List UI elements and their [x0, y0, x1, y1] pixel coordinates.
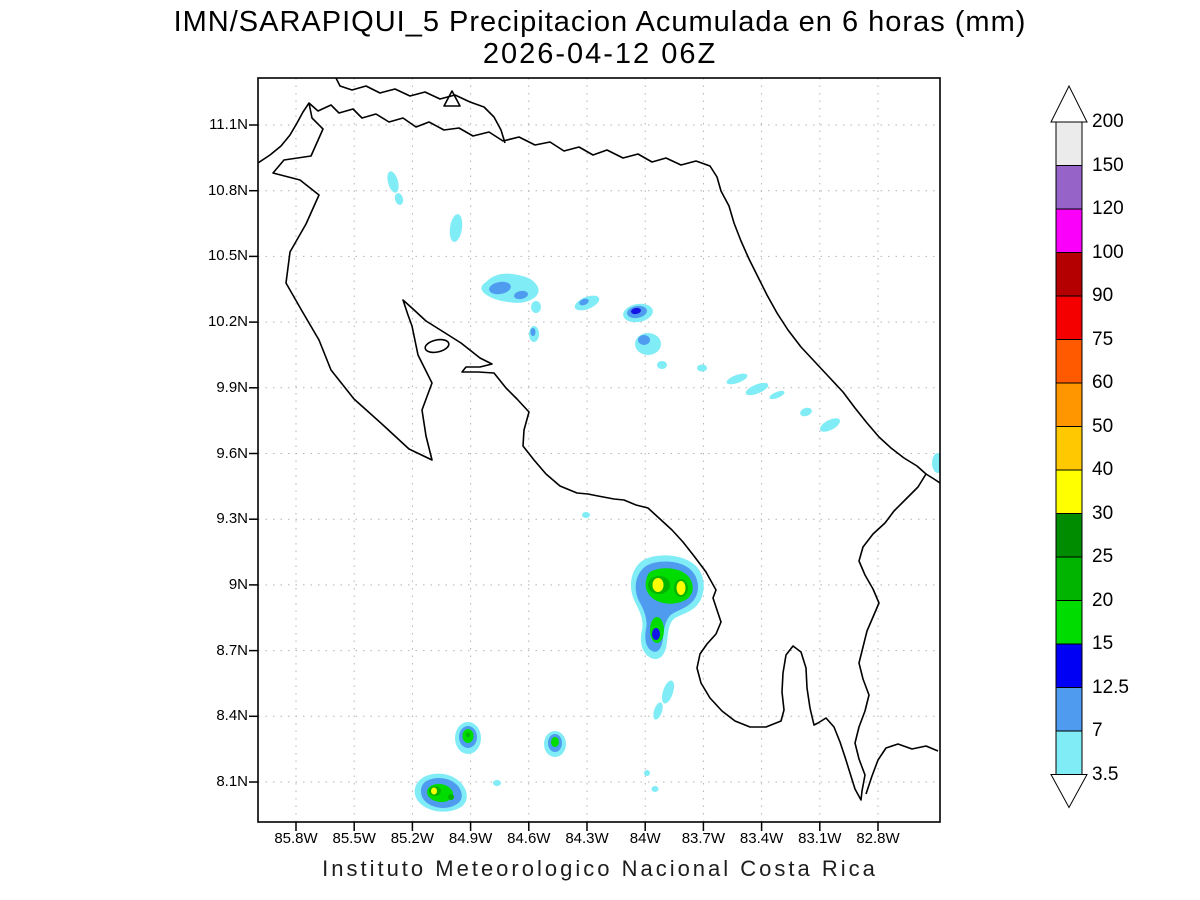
precip-contour — [697, 364, 707, 372]
lake-nicaragua-shore — [335, 78, 506, 144]
panama-coastline-caribbean — [925, 473, 940, 484]
precip-contour — [652, 628, 660, 640]
lon-tick-label: 85.5W — [332, 830, 376, 847]
lon-tick-label: 83.4W — [739, 830, 784, 847]
panama-coastline-pacific — [865, 743, 939, 795]
lon-tick-label: 83.7W — [681, 830, 726, 847]
precip-contour — [493, 780, 501, 786]
lat-tick-label: 11.1N — [209, 116, 248, 133]
costa-rica-coastline — [272, 102, 927, 801]
precip-contour — [745, 382, 769, 396]
colorbar-segment — [1055, 643, 1083, 688]
colorbar-segment — [1055, 252, 1083, 297]
colorbar-level-label: 60 — [1092, 372, 1114, 393]
lat-tick-label: 8.7N — [216, 641, 248, 659]
precip-contour — [579, 298, 589, 306]
colorbar — [1050, 84, 1088, 809]
precip-contour — [530, 328, 536, 336]
precip-contour — [652, 578, 664, 592]
colorbar-level-label: 150 — [1092, 154, 1124, 176]
colorbar-level-label: 30 — [1092, 502, 1114, 524]
precip-contour — [651, 786, 659, 792]
colorbar-level-label: 100 — [1092, 241, 1124, 263]
precip-contour — [769, 390, 785, 400]
precip-contour — [531, 301, 541, 313]
lat-tick-label: 8.4N — [216, 707, 248, 725]
precipitation-contours — [387, 171, 940, 812]
colorbar-segment — [1055, 600, 1083, 645]
precip-contour — [657, 361, 667, 369]
colorbar-segment — [1055, 165, 1083, 210]
colorbar-level-label: 3.5 — [1092, 763, 1119, 785]
nicaragua-coastline — [258, 102, 310, 164]
plot-subtitle-datetime: 2026-04-12 06Z — [482, 38, 718, 70]
precip-contour — [932, 453, 940, 473]
precip-contour — [644, 770, 650, 776]
lon-tick-label: 84.9W — [448, 830, 493, 847]
colorbar-level-label: 50 — [1092, 415, 1114, 437]
precip-contour — [387, 171, 399, 193]
small-island-triangle — [443, 90, 461, 107]
colorbar-segment — [1055, 339, 1083, 384]
precip-contour — [449, 214, 463, 242]
axis-tick-marks — [249, 124, 879, 831]
colorbar-level-label: 120 — [1092, 198, 1124, 219]
map-frame — [257, 77, 941, 823]
lon-tick-label: 85.2W — [390, 830, 435, 847]
precip-contour — [466, 732, 470, 738]
precip-contour — [582, 512, 590, 518]
colorbar-level-label: 12.5 — [1092, 676, 1129, 698]
colorbar-level-label: 75 — [1092, 328, 1114, 350]
lat-tick-label: 10.8N — [207, 181, 248, 199]
lat-tick-label: 9.9N — [216, 378, 248, 396]
colorbar-level-label: 200 — [1092, 111, 1124, 132]
colorbar-level-label: 15 — [1092, 633, 1114, 654]
precip-contour — [551, 737, 559, 747]
precip-contour — [631, 307, 641, 315]
precip-contour — [800, 407, 812, 417]
lat-tick-label: 8.1N — [216, 773, 248, 790]
institution-caption: Instituto Meteorologico Nacional Costa R… — [322, 856, 878, 881]
colorbar-level-label: 25 — [1092, 546, 1114, 567]
colorbar-level-label: 20 — [1092, 589, 1114, 611]
colorbar-segment — [1055, 687, 1083, 732]
lat-tick-label: 10.2N — [207, 313, 248, 331]
lon-tick-label: 83.1W — [798, 830, 842, 847]
colorbar-level-label: 90 — [1092, 285, 1114, 306]
precip-contour — [661, 680, 675, 704]
precip-contour — [489, 281, 511, 295]
lon-tick-label: 82.8W — [856, 830, 900, 847]
colorbar-level-label: 7 — [1092, 720, 1103, 741]
precip-contour — [448, 794, 454, 800]
lat-tick-label: 9.6N — [216, 444, 248, 462]
lon-tick-label: 85.8W — [274, 830, 318, 847]
colorbar-segment — [1055, 730, 1083, 775]
lat-tick-label: 9.3N — [216, 510, 248, 528]
precip-contour — [653, 702, 663, 720]
colorbar-segment — [1055, 556, 1083, 601]
precip-contour — [726, 373, 748, 385]
lon-tick-label: 84W — [629, 830, 661, 847]
colorbar-segment — [1055, 513, 1083, 558]
plot-title: IMN/SARAPIQUI_5 Precipitacion Acumulada … — [173, 6, 1027, 38]
lat-tick-label: 9N — [228, 575, 248, 593]
isla-chira-outline — [424, 338, 450, 354]
colorbar-level-label: 40 — [1092, 459, 1114, 480]
lat-tick-label: 10.5N — [207, 247, 248, 265]
precip-contour — [638, 335, 650, 345]
precip-contour — [820, 418, 840, 432]
gridlines — [258, 78, 940, 822]
colorbar-segment — [1055, 426, 1083, 471]
precip-contour — [431, 787, 437, 795]
precip-contour — [514, 290, 528, 300]
precip-contour — [676, 581, 686, 595]
colorbar-arrow-bottom — [1050, 774, 1088, 809]
precip-contour — [394, 193, 404, 205]
lon-tick-label: 84.6W — [507, 830, 551, 847]
lon-tick-label: 84.3W — [565, 830, 609, 847]
